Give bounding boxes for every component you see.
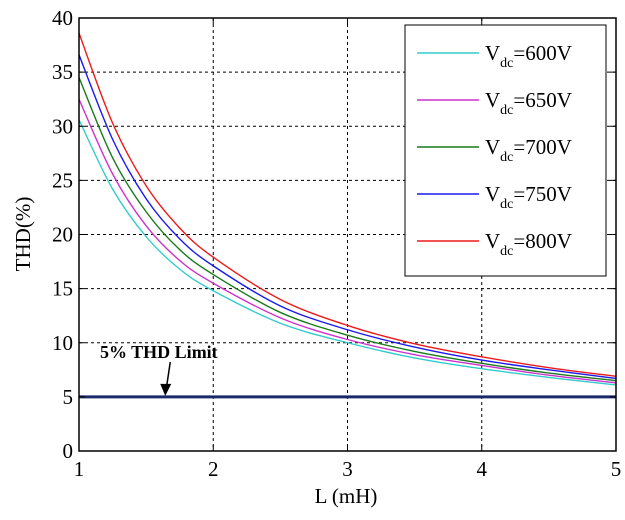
legend-label-subscript: dc bbox=[500, 244, 513, 259]
legend-label-subscript: dc bbox=[500, 103, 513, 118]
legend-label-main: V bbox=[485, 135, 500, 159]
x-tick-label: 3 bbox=[342, 457, 353, 481]
legend-label-2: Vdc=650V bbox=[485, 88, 572, 118]
legend-label-1: Vdc=600V bbox=[485, 41, 572, 71]
x-tick-label: 5 bbox=[611, 457, 622, 481]
legend-label-subscript: dc bbox=[500, 56, 513, 71]
threshold-arrow bbox=[160, 361, 172, 396]
y-tick-label: 15 bbox=[52, 277, 73, 301]
y-axis-label: THD(%) bbox=[11, 197, 35, 272]
series-line-2 bbox=[78, 98, 617, 384]
legend-label-main: V bbox=[485, 41, 500, 65]
series-layer bbox=[78, 32, 617, 386]
legend-label-4: Vdc=750V bbox=[485, 182, 572, 212]
y-tick-label: 0 bbox=[63, 439, 74, 463]
x-tick-label: 2 bbox=[208, 457, 219, 481]
y-tick-label: 20 bbox=[52, 223, 73, 247]
legend-label-main: V bbox=[485, 88, 500, 112]
series-line-3 bbox=[78, 77, 617, 382]
x-tick-label: 4 bbox=[477, 457, 488, 481]
y-tick-label: 35 bbox=[52, 60, 73, 84]
legend-label-main: V bbox=[485, 229, 500, 253]
legend-label-value: =750V bbox=[513, 182, 572, 206]
legend-label-3: Vdc=700V bbox=[485, 135, 572, 165]
y-tick-label: 10 bbox=[52, 331, 73, 355]
y-tick-label: 25 bbox=[52, 168, 73, 192]
legend-label-main: V bbox=[485, 182, 500, 206]
arrow-head bbox=[160, 383, 172, 396]
legend-label-value: =700V bbox=[513, 135, 572, 159]
series-line-5 bbox=[78, 32, 617, 378]
x-axis-label: L (mH) bbox=[315, 484, 378, 508]
x-tick-label: 1 bbox=[74, 457, 85, 481]
legend-label-value: =600V bbox=[513, 41, 572, 65]
legend-box bbox=[404, 24, 607, 277]
series-line-1 bbox=[78, 119, 617, 386]
series-line-4 bbox=[78, 54, 617, 380]
legend-label-value: =800V bbox=[513, 229, 572, 253]
legend-label-5: Vdc=800V bbox=[485, 229, 572, 259]
legend-label-value: =650V bbox=[513, 88, 572, 112]
y-tick-label: 40 bbox=[52, 6, 73, 30]
threshold-label: 5% THD Limit bbox=[100, 342, 218, 362]
tick-layer: 1 2 3 4 5 0 5 10 15 20 25 30 35 40 bbox=[52, 6, 621, 481]
y-tick-label: 30 bbox=[52, 114, 73, 138]
legend-label-subscript: dc bbox=[500, 197, 513, 212]
legend-label-subscript: dc bbox=[500, 150, 513, 165]
y-tick-label: 5 bbox=[63, 385, 74, 409]
